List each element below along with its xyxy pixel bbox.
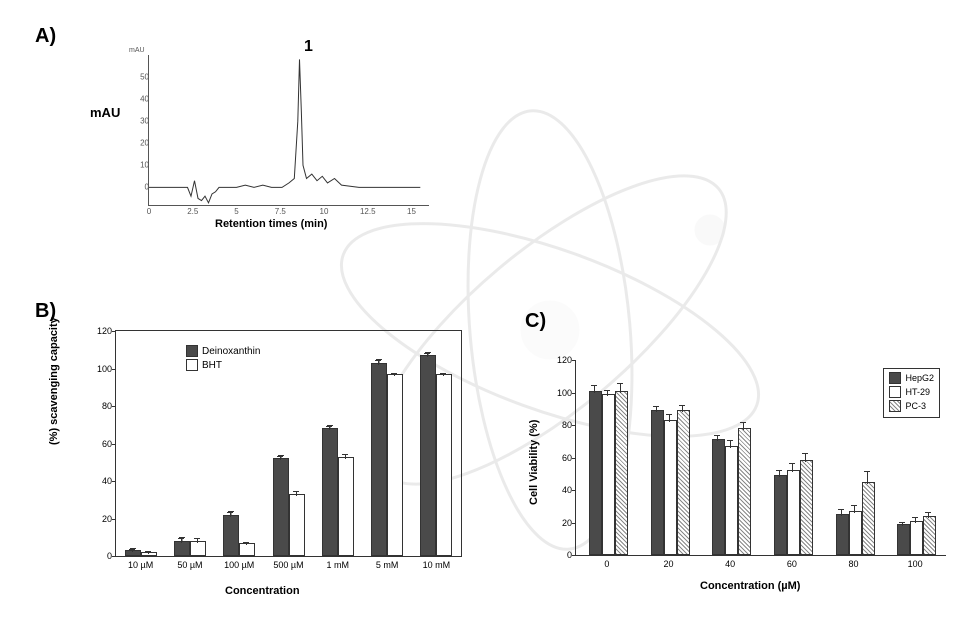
barB-xtick: 1 mM (327, 560, 350, 570)
bar-deinoxanthin (420, 355, 436, 556)
bar-hepg2 (774, 475, 787, 555)
barB-xtick: 10 µM (128, 560, 153, 570)
bar-group (771, 360, 813, 555)
panel-b-barchart: Deinoxanthin BHT 02040608010012010 µM50 … (60, 320, 480, 600)
bar-deinoxanthin (174, 541, 190, 556)
barC-xtick: 80 (848, 559, 858, 569)
chrom-ytick: 0 (129, 183, 149, 192)
bar-ht-29 (910, 521, 923, 556)
bar-group (170, 331, 210, 556)
bar-hepg2 (651, 410, 664, 555)
bar-pc-3 (923, 516, 936, 555)
bar-pc-3 (615, 391, 628, 556)
bar-group (648, 360, 690, 555)
barC-plot-area: HepG2 HT-29 PC-3 02040608010012002040608… (575, 360, 946, 556)
bar-deinoxanthin (273, 458, 289, 556)
bar-bht (190, 541, 206, 556)
bar-deinoxanthin (223, 515, 239, 556)
barC-xtick: 20 (663, 559, 673, 569)
barB-xtick: 10 mM (423, 560, 451, 570)
chrom-ytick: 10 (129, 161, 149, 170)
chrom-xtick: 15 (407, 207, 416, 216)
bar-group (121, 331, 161, 556)
panel-a-label: A) (35, 25, 56, 48)
bar-pc-3 (738, 428, 751, 555)
chrom-ytick: 30 (129, 117, 149, 126)
barC-ylabel: Cell Viability (%) (528, 420, 540, 505)
panel-c-label: C) (525, 310, 546, 333)
bar-pc-3 (862, 482, 875, 556)
bar-hepg2 (712, 439, 725, 555)
barC-xtick: 60 (787, 559, 797, 569)
bar-group (709, 360, 751, 555)
chrom-ytick: 20 (129, 139, 149, 148)
bar-deinoxanthin (125, 550, 141, 556)
chrom-xtick: 5 (234, 207, 238, 216)
bar-ht-29 (787, 470, 800, 555)
bar-ht-29 (849, 511, 862, 555)
bar-group (219, 331, 259, 556)
bar-ht-29 (725, 446, 738, 555)
chrom-xtick: 12.5 (360, 207, 376, 216)
chrom-xtick: 2.5 (187, 207, 198, 216)
chrom-xlabel: Retention times (min) (215, 218, 327, 230)
bar-deinoxanthin (322, 428, 338, 556)
barC-xtick: 40 (725, 559, 735, 569)
bar-group (416, 331, 456, 556)
bar-group (269, 331, 309, 556)
bar-hepg2 (836, 514, 849, 555)
bar-bht (436, 374, 452, 556)
panel-c-barchart: HepG2 HT-29 PC-3 02040608010012002040608… (520, 350, 965, 610)
bar-deinoxanthin (371, 363, 387, 556)
bar-hepg2 (897, 524, 910, 555)
chrom-peak-1-label: 1 (304, 38, 313, 56)
bar-pc-3 (800, 460, 813, 555)
bar-ht-29 (602, 394, 615, 555)
bar-group (367, 331, 407, 556)
chrom-ylabel: mAU (90, 105, 120, 120)
bar-bht (338, 457, 354, 557)
barC-xtick: 100 (908, 559, 923, 569)
barB-xtick: 100 µM (224, 560, 254, 570)
chrom-xtick: 7.5 (275, 207, 286, 216)
barB-xtick: 5 mM (376, 560, 399, 570)
barB-ylabel: (%) scavenging capacity (48, 317, 60, 445)
chrom-trace (149, 55, 429, 205)
bar-group (833, 360, 875, 555)
bar-group (894, 360, 936, 555)
barB-xtick: 50 µM (177, 560, 202, 570)
bar-group (318, 331, 358, 556)
barC-xlabel: Concentration (µM) (700, 580, 800, 592)
chrom-xtick: 0 (147, 207, 151, 216)
bar-group (586, 360, 628, 555)
chrom-ytick: 40 (129, 95, 149, 104)
bar-bht (239, 543, 255, 556)
barC-xtick: 0 (604, 559, 609, 569)
bar-bht (141, 552, 157, 556)
panel-a-chromatogram: mAU 0 10 20 30 40 50 0 2.5 5 7.5 10 12.5 15 (120, 45, 440, 235)
bar-ht-29 (664, 420, 677, 555)
barB-xtick: 500 µM (273, 560, 303, 570)
barB-plot-area: Deinoxanthin BHT 02040608010012010 µM50 … (115, 330, 462, 557)
chrom-unit-small: mAU (129, 47, 145, 54)
chrom-axes: mAU 0102030405002.557.51012.515 (148, 55, 429, 206)
figure-page: A) B) C) mAU 0102030405002.557.51012.515… (0, 0, 979, 639)
bar-bht (387, 374, 403, 556)
bar-hepg2 (589, 391, 602, 556)
chrom-xtick: 10 (320, 207, 329, 216)
barB-xlabel: Concentration (225, 585, 300, 597)
chrom-ytick: 50 (129, 73, 149, 82)
bar-pc-3 (677, 410, 690, 555)
bar-bht (289, 494, 305, 556)
